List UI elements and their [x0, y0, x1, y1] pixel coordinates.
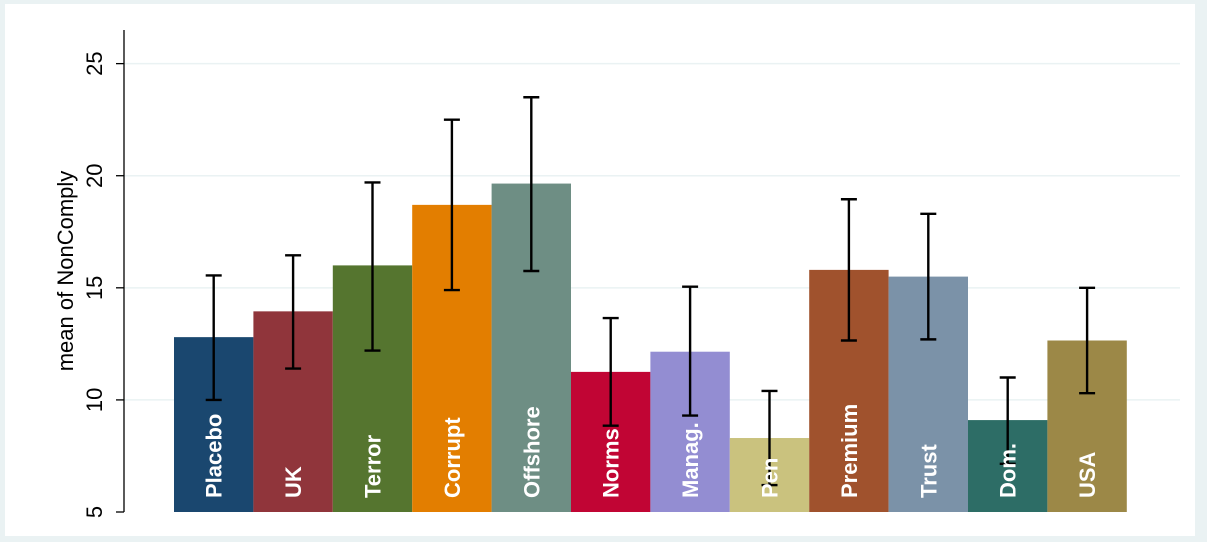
error-bar	[920, 212, 937, 341]
bar-label: Terror	[361, 434, 386, 498]
bar-labels: Placebo UK Terror Corrupt Offshore Norms Manag…	[202, 404, 1100, 498]
y-axis-title: mean of NonComply	[53, 171, 78, 372]
y-axis-ticks: 5 10 15 20 25	[82, 51, 124, 518]
y-tick-label: 10	[82, 388, 107, 412]
bar-label: Premium	[837, 404, 862, 498]
error-bar	[840, 198, 857, 342]
error-bars	[205, 96, 1096, 487]
bar-label: Norms	[599, 428, 624, 498]
bar-label: Trust	[916, 444, 941, 498]
y-tick-label: 15	[82, 276, 107, 300]
y-tick-label: 20	[82, 163, 107, 187]
error-bar	[761, 389, 778, 487]
error-bar	[682, 285, 699, 417]
error-bar	[602, 316, 619, 427]
error-bar	[1079, 286, 1096, 395]
bar-label: Dom.	[996, 443, 1021, 498]
bar-label: Manag.	[678, 422, 703, 498]
error-bar	[523, 96, 540, 273]
y-tick-label: 5	[82, 506, 107, 518]
bar-label: Placebo	[202, 414, 227, 498]
bar-label: Pen	[758, 458, 783, 498]
error-bar	[285, 254, 302, 370]
error-bar	[364, 181, 381, 352]
bar-label: UK	[281, 466, 306, 498]
y-tick-label: 25	[82, 51, 107, 75]
error-bar	[443, 118, 460, 292]
bar-label: Offshore	[519, 406, 544, 498]
bar-label: Corrupt	[440, 417, 465, 498]
error-bar	[999, 376, 1016, 465]
error-bar	[205, 274, 222, 402]
bar-label: USA	[1075, 451, 1100, 498]
